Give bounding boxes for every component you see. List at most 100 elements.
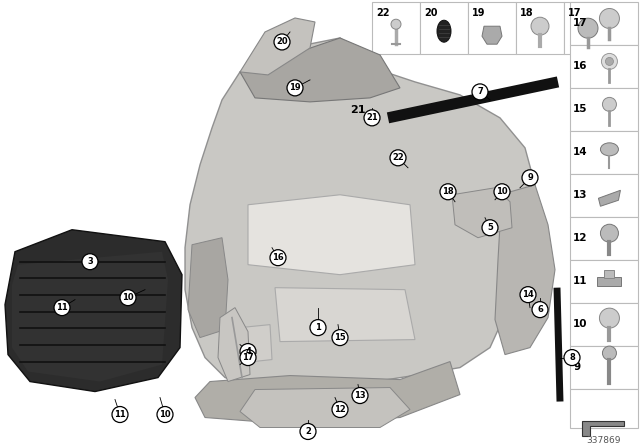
Circle shape: [600, 224, 618, 242]
Text: 9: 9: [527, 173, 533, 182]
Text: 10: 10: [159, 410, 171, 419]
Polygon shape: [240, 18, 315, 75]
Text: 12: 12: [334, 405, 346, 414]
Text: 11: 11: [114, 410, 126, 419]
Polygon shape: [185, 38, 535, 390]
Text: 13: 13: [573, 190, 588, 200]
Circle shape: [440, 184, 456, 200]
Circle shape: [270, 250, 286, 266]
Circle shape: [494, 184, 510, 200]
Text: 15: 15: [573, 104, 588, 114]
Text: 17: 17: [568, 8, 582, 18]
Ellipse shape: [437, 20, 451, 42]
Bar: [564, 2, 612, 54]
Text: 19: 19: [472, 8, 486, 18]
Polygon shape: [582, 421, 624, 436]
Circle shape: [300, 423, 316, 439]
Text: 11: 11: [56, 303, 68, 312]
Bar: [598, 277, 621, 286]
Ellipse shape: [600, 143, 618, 156]
Text: 9: 9: [573, 362, 580, 372]
Text: 13: 13: [354, 391, 366, 400]
Bar: [570, 388, 638, 428]
Text: 16: 16: [272, 253, 284, 262]
Text: 1: 1: [315, 323, 321, 332]
Circle shape: [240, 349, 256, 366]
Text: 10: 10: [496, 187, 508, 196]
Text: 7: 7: [477, 87, 483, 96]
Circle shape: [390, 150, 406, 166]
Circle shape: [605, 57, 614, 65]
Circle shape: [600, 308, 620, 328]
Text: 8: 8: [569, 353, 575, 362]
Bar: [570, 345, 638, 388]
Bar: [372, 2, 420, 54]
Circle shape: [82, 254, 98, 270]
Circle shape: [564, 349, 580, 366]
Text: 5: 5: [487, 223, 493, 232]
Text: 20: 20: [276, 38, 288, 47]
Circle shape: [522, 170, 538, 186]
Circle shape: [578, 18, 598, 38]
Circle shape: [287, 80, 303, 96]
Polygon shape: [240, 388, 410, 427]
Text: 14: 14: [522, 290, 534, 299]
Bar: [570, 88, 638, 131]
Text: 21: 21: [350, 105, 365, 115]
Bar: [570, 217, 638, 260]
Circle shape: [120, 290, 136, 306]
Text: 4: 4: [245, 347, 251, 356]
Text: 20: 20: [424, 8, 438, 18]
Bar: [604, 270, 614, 278]
Circle shape: [54, 300, 70, 316]
Text: 337869: 337869: [587, 436, 621, 445]
Text: 6: 6: [537, 305, 543, 314]
Text: 14: 14: [573, 147, 588, 157]
Circle shape: [352, 388, 368, 404]
Polygon shape: [598, 190, 620, 206]
Polygon shape: [218, 308, 250, 382]
Text: 19: 19: [289, 83, 301, 92]
Bar: [468, 2, 516, 54]
Text: 17: 17: [242, 353, 254, 362]
Polygon shape: [5, 230, 182, 392]
Text: 12: 12: [573, 233, 588, 243]
Polygon shape: [452, 188, 512, 238]
Circle shape: [157, 406, 173, 422]
Polygon shape: [275, 288, 415, 341]
Circle shape: [602, 53, 618, 69]
Circle shape: [520, 287, 536, 303]
Text: 22: 22: [392, 153, 404, 162]
Text: 11: 11: [573, 276, 588, 286]
Bar: [570, 131, 638, 174]
Circle shape: [602, 346, 616, 360]
Polygon shape: [220, 325, 272, 365]
Circle shape: [602, 97, 616, 112]
Text: 2: 2: [305, 427, 311, 436]
Circle shape: [240, 344, 256, 360]
Circle shape: [274, 34, 290, 50]
Bar: [570, 303, 638, 345]
Text: 3: 3: [87, 257, 93, 266]
Circle shape: [391, 19, 401, 29]
Circle shape: [531, 17, 549, 35]
Bar: [570, 2, 638, 45]
Polygon shape: [248, 195, 415, 275]
Text: 15: 15: [334, 333, 346, 342]
Circle shape: [482, 220, 498, 236]
Bar: [420, 2, 468, 54]
Polygon shape: [495, 185, 555, 354]
Polygon shape: [482, 26, 502, 44]
Text: 22: 22: [376, 8, 390, 18]
Circle shape: [532, 302, 548, 318]
Text: 10: 10: [122, 293, 134, 302]
Circle shape: [472, 84, 488, 100]
Polygon shape: [188, 238, 228, 338]
Polygon shape: [195, 362, 460, 425]
Text: 21: 21: [366, 113, 378, 122]
Text: 18: 18: [442, 187, 454, 196]
Circle shape: [600, 9, 620, 29]
Circle shape: [332, 401, 348, 418]
Bar: [570, 45, 638, 88]
Text: 10: 10: [573, 319, 588, 329]
